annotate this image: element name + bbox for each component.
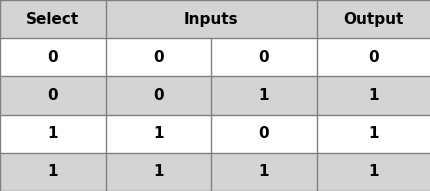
Text: 1: 1 (47, 126, 58, 141)
Text: 1: 1 (368, 126, 378, 141)
Bar (211, 153, 316, 191)
Bar (0, 76, 105, 115)
Bar (0, 115, 105, 153)
Text: Select: Select (26, 12, 79, 27)
Text: 1: 1 (47, 164, 58, 179)
Text: 0: 0 (258, 126, 269, 141)
Text: 1: 1 (153, 164, 163, 179)
Text: 0: 0 (368, 50, 378, 65)
Text: 0: 0 (153, 88, 163, 103)
Bar (105, 0, 316, 38)
Bar (0, 38, 105, 76)
Text: Inputs: Inputs (184, 12, 238, 27)
Text: 0: 0 (47, 50, 58, 65)
Text: 0: 0 (258, 50, 269, 65)
Bar (0, 153, 105, 191)
Text: 0: 0 (47, 88, 58, 103)
Bar (316, 115, 430, 153)
Text: 0: 0 (153, 50, 163, 65)
Text: 1: 1 (153, 126, 163, 141)
Text: 1: 1 (258, 164, 269, 179)
Bar (105, 76, 211, 115)
Bar (211, 76, 316, 115)
Bar (316, 153, 430, 191)
Bar (316, 38, 430, 76)
Bar (316, 76, 430, 115)
Text: 1: 1 (368, 88, 378, 103)
Bar (105, 38, 211, 76)
Text: Output: Output (343, 12, 403, 27)
Text: 1: 1 (368, 164, 378, 179)
Bar (105, 115, 211, 153)
Bar (211, 115, 316, 153)
Bar (0, 0, 105, 38)
Text: 1: 1 (258, 88, 269, 103)
Bar (211, 38, 316, 76)
Bar (316, 0, 430, 38)
Bar (105, 153, 211, 191)
